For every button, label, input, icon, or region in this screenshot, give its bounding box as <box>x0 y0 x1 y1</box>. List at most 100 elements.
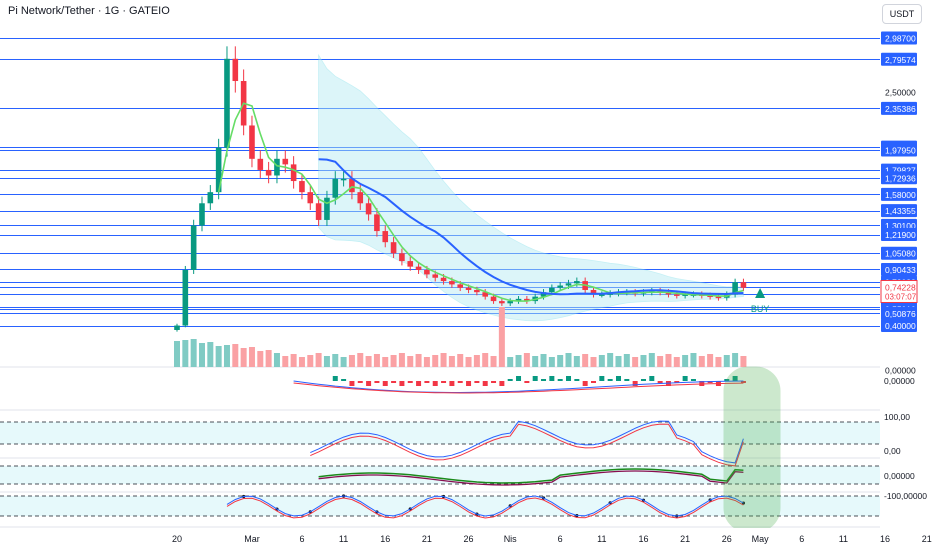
volume-bar <box>548 357 555 367</box>
candle-body <box>732 282 738 295</box>
volume-bar <box>498 307 505 367</box>
time-tick: 6 <box>799 534 804 544</box>
price-tag-label: 1,21900 <box>885 230 916 240</box>
price-tag-label: 0,90433 <box>885 265 916 275</box>
candle-body <box>465 287 472 290</box>
volume-bar <box>515 355 522 367</box>
time-tick: 26 <box>722 534 732 544</box>
macd-histogram-bar <box>432 381 438 386</box>
candle-body <box>449 281 455 285</box>
price-tag-label: 2,35386 <box>885 104 916 114</box>
volume-bar <box>473 355 480 367</box>
candle-body <box>524 298 530 302</box>
volume-bar <box>323 356 330 367</box>
candle-body <box>324 197 330 220</box>
volume-bar <box>448 356 455 367</box>
macd-histogram-bar <box>557 379 563 381</box>
buy-label: BUY <box>751 304 770 314</box>
macd-panel <box>293 376 746 394</box>
stoch-k-line <box>226 495 744 517</box>
price-tag-label: 0,40000 <box>885 321 916 331</box>
macd-histogram-bar <box>591 381 596 383</box>
volume-bar <box>673 357 680 367</box>
candle-body <box>257 158 264 170</box>
volume-bar <box>540 354 547 367</box>
volume-bar <box>482 353 489 367</box>
currency-button[interactable]: USDT <box>882 4 922 24</box>
candle-body <box>349 178 355 193</box>
macd-histogram-bar <box>607 379 613 381</box>
volume-bar <box>715 357 722 367</box>
time-tick: 21 <box>680 534 690 544</box>
volume-bar <box>523 353 530 367</box>
price-tag-bg <box>881 101 917 115</box>
price-tag-bg <box>881 306 917 320</box>
macd-histogram-bar <box>699 381 705 386</box>
volume-bar <box>598 355 605 367</box>
macd-histogram-bar <box>732 376 738 381</box>
candle-body <box>315 203 322 220</box>
macd-histogram-bar <box>357 381 363 383</box>
candle-body <box>482 292 489 297</box>
macd-histogram-bar <box>524 381 530 383</box>
volume-bar <box>373 354 380 367</box>
volume-bar <box>698 356 705 367</box>
price-tag-bg <box>881 52 917 66</box>
macd-histogram-bar <box>516 376 522 381</box>
price-tag-label: 1,30100 <box>885 221 916 231</box>
volume-bar <box>240 348 247 367</box>
candle-body <box>382 231 389 243</box>
time-tick: Mar <box>244 534 260 544</box>
volume-bar <box>398 353 405 367</box>
price-axis[interactable]: 2,987002,795742,500002,353862,005291,979… <box>880 0 932 550</box>
volume-bar <box>182 340 189 367</box>
candle-body <box>307 192 314 204</box>
current-price-value: 0,74228 <box>885 282 916 292</box>
volume-bar <box>265 350 272 367</box>
volume-bar <box>582 354 589 367</box>
volume-bar <box>348 355 355 367</box>
price-tag-bg <box>881 31 917 45</box>
volume-bar <box>657 356 664 367</box>
time-axis[interactable]: 20Mar611162126Nis611162126May611162126 <box>0 528 932 550</box>
buy-signal: BUY <box>751 288 770 314</box>
macd-histogram-bar <box>416 381 422 386</box>
macd-histogram-bar <box>690 379 696 381</box>
time-tick: 11 <box>597 534 606 544</box>
volume-bar <box>490 356 497 367</box>
osc-signal-line <box>318 470 744 486</box>
price-tag-label: 0,50876 <box>885 309 916 319</box>
symbol-title[interactable]: Pi Network/Tether · 1G · GATEIO <box>6 5 172 17</box>
price-tag-bg <box>881 204 917 218</box>
macd-histogram-bar <box>649 376 655 381</box>
time-tick: 6 <box>299 534 304 544</box>
volume-bar <box>632 357 639 367</box>
candle-body <box>365 203 372 215</box>
candle-body <box>457 284 464 288</box>
candle-body <box>374 214 380 232</box>
candle-body <box>740 282 747 288</box>
volume-bar <box>415 354 422 367</box>
volume-bar <box>665 354 672 367</box>
volume-bar <box>207 342 214 367</box>
volume-bar <box>607 353 614 367</box>
current-price-countdown: 03:07:07 <box>885 292 917 301</box>
macd-histogram-bar <box>349 381 355 386</box>
candle-body <box>574 281 580 284</box>
price-tag-bg <box>881 187 917 201</box>
candle-body <box>274 158 280 176</box>
price-tag-label: 1,72936 <box>885 173 916 183</box>
candle-body <box>590 289 597 295</box>
candle-body <box>290 164 297 182</box>
macd-histogram-bar <box>407 381 413 383</box>
rsi-line <box>310 420 744 464</box>
volume-bar <box>357 353 364 367</box>
volume-bar <box>332 354 339 367</box>
macd-histogram-bar <box>399 381 405 386</box>
price-tag-label: 1,58000 <box>885 190 916 200</box>
volume-bar <box>390 355 397 367</box>
volume-bar <box>282 356 289 367</box>
macd-histogram-bar <box>582 381 588 386</box>
price-tag-bg <box>881 319 917 333</box>
